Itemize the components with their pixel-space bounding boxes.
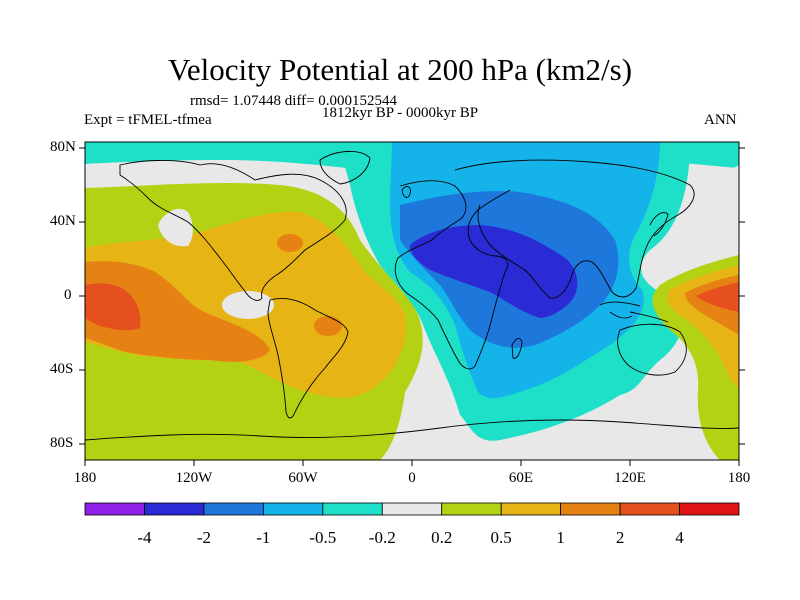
lat-label-80s: 80S xyxy=(50,435,74,451)
lon-label-60w: 60W xyxy=(288,470,318,486)
colorbar-swatch-10 xyxy=(679,502,740,516)
colorbar-swatch-3 xyxy=(262,502,324,516)
colorbar-label-3: -0.5 xyxy=(309,528,337,547)
colorbar-label-2: -1 xyxy=(256,528,271,547)
colorbar-swatch-9 xyxy=(619,502,680,516)
statistics-line: rmsd= 1.07448 diff= 0.000152544 xyxy=(190,93,398,109)
season-label: ANN xyxy=(704,112,737,128)
colorbar-label-5: 0.2 xyxy=(431,528,453,547)
positive-max-region xyxy=(85,283,141,331)
coastlines xyxy=(85,151,739,441)
colorbar-label-4: -0.2 xyxy=(368,528,396,547)
colorbar xyxy=(84,502,740,516)
coast-north-america xyxy=(119,160,347,301)
lon-label-0: 0 xyxy=(408,470,416,486)
positive-max-far-east xyxy=(696,282,739,312)
coast-antarctica xyxy=(85,419,739,441)
colorbar-label-7: 1 xyxy=(556,528,565,547)
lon-label-60e: 60E xyxy=(508,470,534,486)
period-label: 1812kyr BP - 0000kyr BP xyxy=(322,105,479,121)
colorbar-swatch-0 xyxy=(84,502,145,516)
lat-label-40s: 40S xyxy=(50,361,74,377)
positive-strong-blob-atlantic xyxy=(277,234,303,252)
colorbar-swatch-1 xyxy=(144,502,205,516)
lat-label-40n: 40N xyxy=(50,213,76,229)
colorbar-swatch-6 xyxy=(441,502,502,516)
coast-madagascar xyxy=(511,338,523,359)
experiment-label: Expt = tFMEL-tfmea xyxy=(84,112,212,128)
lon-label-120e: 120E xyxy=(614,470,646,486)
colorbar-label-0: -4 xyxy=(137,528,152,547)
colorbar-label-8: 2 xyxy=(615,528,625,547)
axis-ticks xyxy=(79,147,745,466)
colorbar-swatch-5 xyxy=(381,502,443,516)
coast-australia xyxy=(617,323,687,376)
coast-japan xyxy=(649,212,669,237)
lon-label-180w: 180 xyxy=(73,470,97,486)
velocity-potential-field xyxy=(85,142,739,460)
colorbar-label-6: 0.5 xyxy=(490,528,512,547)
near-zero-far-northeast xyxy=(700,165,739,245)
coast-europe-africa xyxy=(394,180,511,370)
coast-maritime-continent xyxy=(599,301,669,323)
lon-label-180e: 180 xyxy=(727,470,751,486)
colorbar-swatch-2 xyxy=(203,502,264,516)
near-zero-patch-east-pacific xyxy=(222,291,274,319)
positive-strong-region xyxy=(85,261,270,362)
coast-asia xyxy=(454,159,695,299)
near-zero-patch-northeast-pacific xyxy=(158,208,193,247)
coast-uk xyxy=(401,186,411,198)
coast-greenland xyxy=(319,151,371,185)
colorbar-label-1: -2 xyxy=(196,528,211,547)
lon-label-120w: 120W xyxy=(175,470,213,486)
colorbar-swatch-7 xyxy=(500,502,562,516)
plot-title: Velocity Potential at 200 hPa (km2/s) xyxy=(167,52,633,87)
colorbar-swatch-8 xyxy=(560,502,621,516)
lat-label-80n: 80N xyxy=(50,139,76,155)
positive-strong-blob-brazil xyxy=(314,316,342,336)
negative-max-region xyxy=(410,225,578,318)
colorbar-label-9: 4 xyxy=(675,528,684,547)
coast-south-america xyxy=(267,298,349,419)
lat-label-0: 0 xyxy=(64,287,72,303)
colorbar-swatch-4 xyxy=(322,502,383,516)
